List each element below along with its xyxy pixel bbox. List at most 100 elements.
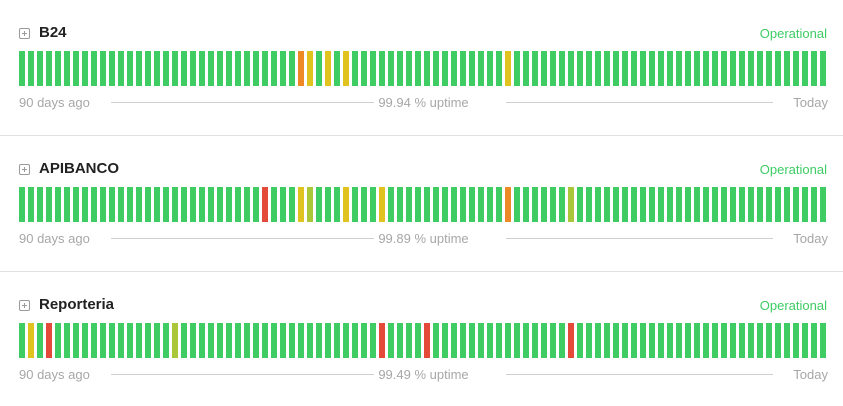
uptime-day-bar[interactable] <box>622 323 628 358</box>
uptime-day-bar[interactable] <box>19 187 25 222</box>
uptime-day-bar[interactable] <box>199 187 205 222</box>
uptime-day-bar[interactable] <box>406 51 412 86</box>
uptime-day-bar[interactable] <box>307 187 313 222</box>
uptime-day-bar[interactable] <box>46 187 52 222</box>
uptime-day-bar[interactable] <box>532 187 538 222</box>
uptime-day-bar[interactable] <box>82 51 88 86</box>
uptime-day-bar[interactable] <box>271 51 277 86</box>
uptime-day-bar[interactable] <box>721 323 727 358</box>
uptime-day-bar[interactable] <box>775 323 781 358</box>
uptime-day-bar[interactable] <box>109 323 115 358</box>
uptime-day-bar[interactable] <box>613 187 619 222</box>
uptime-day-bar[interactable] <box>586 323 592 358</box>
uptime-day-bar[interactable] <box>28 323 34 358</box>
uptime-day-bar[interactable] <box>415 323 421 358</box>
uptime-day-bar[interactable] <box>145 187 151 222</box>
uptime-day-bar[interactable] <box>586 51 592 86</box>
uptime-day-bar[interactable] <box>703 51 709 86</box>
uptime-day-bar[interactable] <box>280 187 286 222</box>
uptime-day-bar[interactable] <box>775 51 781 86</box>
uptime-day-bar[interactable] <box>595 323 601 358</box>
uptime-day-bar[interactable] <box>442 323 448 358</box>
uptime-day-bar[interactable] <box>802 51 808 86</box>
uptime-day-bar[interactable] <box>712 51 718 86</box>
uptime-day-bar[interactable] <box>217 187 223 222</box>
uptime-day-bar[interactable] <box>550 187 556 222</box>
uptime-day-bar[interactable] <box>388 187 394 222</box>
uptime-day-bar[interactable] <box>667 187 673 222</box>
uptime-day-bar[interactable] <box>487 51 493 86</box>
uptime-day-bar[interactable] <box>640 323 646 358</box>
uptime-day-bar[interactable] <box>739 51 745 86</box>
uptime-day-bar[interactable] <box>280 51 286 86</box>
uptime-day-bar[interactable] <box>316 323 322 358</box>
uptime-day-bar[interactable] <box>784 51 790 86</box>
uptime-day-bar[interactable] <box>190 187 196 222</box>
uptime-day-bar[interactable] <box>163 51 169 86</box>
uptime-day-bar[interactable] <box>361 323 367 358</box>
uptime-day-bar[interactable] <box>136 323 142 358</box>
uptime-day-bar[interactable] <box>667 51 673 86</box>
uptime-day-bar[interactable] <box>640 51 646 86</box>
uptime-day-bar[interactable] <box>262 51 268 86</box>
uptime-day-bar[interactable] <box>667 323 673 358</box>
uptime-day-bar[interactable] <box>559 323 565 358</box>
uptime-day-bar[interactable] <box>361 187 367 222</box>
uptime-day-bar[interactable] <box>748 51 754 86</box>
uptime-day-bar[interactable] <box>109 187 115 222</box>
uptime-day-bar[interactable] <box>469 51 475 86</box>
uptime-day-bar[interactable] <box>802 323 808 358</box>
uptime-day-bar[interactable] <box>145 51 151 86</box>
uptime-day-bar[interactable] <box>397 323 403 358</box>
uptime-day-bar[interactable] <box>325 187 331 222</box>
uptime-day-bar[interactable] <box>469 323 475 358</box>
uptime-day-bar[interactable] <box>541 187 547 222</box>
uptime-day-bar[interactable] <box>289 323 295 358</box>
uptime-day-bar[interactable] <box>586 187 592 222</box>
uptime-day-bar[interactable] <box>199 51 205 86</box>
uptime-day-bar[interactable] <box>82 187 88 222</box>
uptime-day-bar[interactable] <box>325 51 331 86</box>
uptime-day-bar[interactable] <box>640 187 646 222</box>
uptime-day-bar[interactable] <box>235 51 241 86</box>
uptime-day-bar[interactable] <box>244 323 250 358</box>
uptime-day-bar[interactable] <box>685 51 691 86</box>
uptime-day-bar[interactable] <box>748 323 754 358</box>
uptime-day-bar[interactable] <box>415 187 421 222</box>
uptime-day-bar[interactable] <box>172 187 178 222</box>
uptime-day-bar[interactable] <box>100 51 106 86</box>
uptime-day-bar[interactable] <box>91 187 97 222</box>
uptime-day-bar[interactable] <box>559 187 565 222</box>
uptime-day-bar[interactable] <box>352 323 358 358</box>
uptime-day-bar[interactable] <box>433 51 439 86</box>
uptime-day-bar[interactable] <box>370 187 376 222</box>
uptime-day-bar[interactable] <box>262 187 268 222</box>
uptime-day-bar[interactable] <box>244 51 250 86</box>
uptime-day-bar[interactable] <box>271 323 277 358</box>
uptime-day-bar[interactable] <box>676 187 682 222</box>
uptime-day-bar[interactable] <box>577 187 583 222</box>
uptime-day-bar[interactable] <box>487 187 493 222</box>
uptime-day-bar[interactable] <box>388 51 394 86</box>
uptime-day-bar[interactable] <box>649 323 655 358</box>
uptime-day-bar[interactable] <box>775 187 781 222</box>
uptime-day-bar[interactable] <box>793 323 799 358</box>
uptime-day-bar[interactable] <box>568 187 574 222</box>
uptime-day-bar[interactable] <box>172 51 178 86</box>
uptime-day-bar[interactable] <box>136 51 142 86</box>
uptime-day-bar[interactable] <box>739 323 745 358</box>
uptime-day-bar[interactable] <box>703 187 709 222</box>
uptime-day-bar[interactable] <box>685 323 691 358</box>
uptime-day-bar[interactable] <box>73 51 79 86</box>
uptime-day-bar[interactable] <box>541 323 547 358</box>
uptime-day-bar[interactable] <box>424 187 430 222</box>
uptime-day-bar[interactable] <box>523 187 529 222</box>
uptime-day-bar[interactable] <box>37 187 43 222</box>
uptime-day-bar[interactable] <box>154 187 160 222</box>
uptime-day-bar[interactable] <box>352 51 358 86</box>
uptime-day-bar[interactable] <box>523 323 529 358</box>
uptime-day-bar[interactable] <box>127 51 133 86</box>
expand-icon[interactable] <box>19 28 30 39</box>
uptime-day-bar[interactable] <box>64 323 70 358</box>
uptime-day-bar[interactable] <box>55 51 61 86</box>
